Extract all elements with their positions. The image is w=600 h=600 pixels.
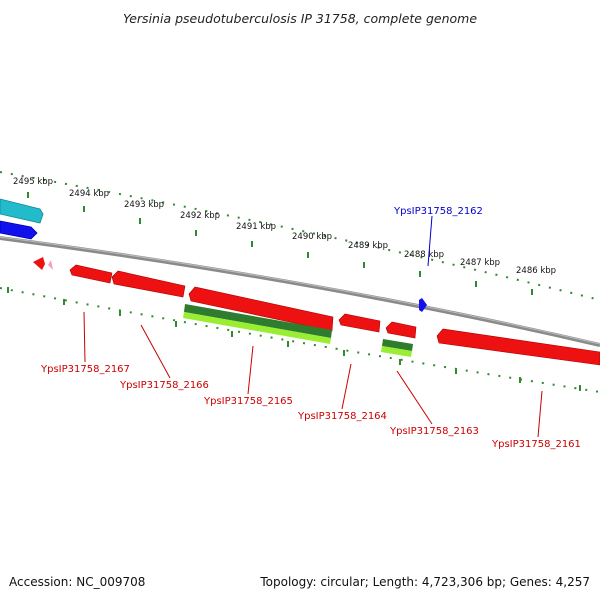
gene-2163-green[interactable] (382, 339, 413, 351)
scale-label: 2490 kbp (292, 232, 332, 242)
genome-backbone (0, 236, 600, 347)
upper-major-ticks (27, 192, 533, 295)
gene-label-2166[interactable]: YpsIP31758_2166 (119, 380, 209, 391)
scale-label: 2486 kbp (516, 266, 556, 276)
scale-label: 2495 kbp (13, 177, 53, 187)
gene-label-2161[interactable]: YpsIP31758_2161 (491, 439, 581, 450)
gene-2163-lime[interactable] (381, 346, 412, 357)
scale-label: 2489 kbp (348, 241, 388, 251)
gene-2161[interactable] (436, 328, 600, 366)
accession-text: Accession: NC_009708 (9, 575, 145, 589)
gene-label-2167[interactable]: YpsIP31758_2167 (40, 364, 130, 375)
gene-2162-marker[interactable] (419, 298, 427, 312)
gene-label-2164[interactable]: YpsIP31758_2164 (297, 411, 387, 422)
lower-major-ticks (7, 287, 581, 391)
map-title: Yersinia pseudotuberculosis IP 31758, co… (123, 11, 477, 26)
gene-2165-lime[interactable] (183, 312, 331, 344)
gene-cyan[interactable] (0, 198, 44, 224)
scale-label: 2493 kbp (124, 200, 164, 210)
gene-small-red[interactable] (33, 257, 45, 270)
scale-label: 2491 kbp (236, 222, 276, 232)
scale-label: 2494 kbp (69, 189, 109, 199)
genome-backbone-highlight (0, 236, 600, 345)
gene-label-2165[interactable]: YpsIP31758_2165 (203, 396, 293, 407)
gene-row-red (33, 257, 600, 366)
leader-lines (83, 215, 543, 438)
gene-2166[interactable] (111, 270, 186, 298)
gene-2163-red[interactable] (385, 321, 417, 339)
gene-2165-green[interactable] (184, 304, 332, 338)
topology-text: Topology: circular; Length: 4,723,306 bp… (259, 575, 590, 589)
gene-label-2163[interactable]: YpsIP31758_2163 (389, 426, 479, 437)
scale-label: 2488 kbp (404, 250, 444, 260)
gene-blue[interactable] (0, 220, 38, 240)
gene-2164[interactable] (338, 313, 381, 333)
scale-label: 2492 kbp (180, 211, 220, 221)
gene-label-2162[interactable]: YpsIP31758_2162 (393, 206, 483, 217)
gene-2167[interactable] (69, 264, 113, 284)
gene-small-pink[interactable] (48, 260, 53, 270)
gene-2165-red[interactable] (188, 286, 334, 332)
scale-label: 2487 kbp (460, 258, 500, 268)
